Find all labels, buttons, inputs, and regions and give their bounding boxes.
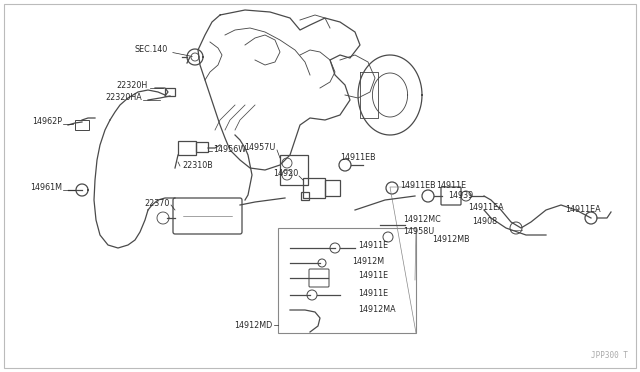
Bar xyxy=(75,120,89,130)
Text: 14911E: 14911E xyxy=(358,289,388,298)
Text: 14911E: 14911E xyxy=(358,241,388,250)
Text: 14911EA: 14911EA xyxy=(565,205,600,215)
Text: 14961M: 14961M xyxy=(30,183,62,192)
Text: 14912MD: 14912MD xyxy=(234,321,272,330)
Text: 14911EB: 14911EB xyxy=(400,180,436,189)
Text: 14911EA: 14911EA xyxy=(468,202,504,212)
Text: 14908: 14908 xyxy=(472,218,497,227)
Bar xyxy=(303,178,325,198)
Text: 14920: 14920 xyxy=(273,170,298,179)
Text: 14912MA: 14912MA xyxy=(358,305,396,314)
Text: 14957U: 14957U xyxy=(244,144,276,153)
Bar xyxy=(325,180,340,196)
Text: 22310B: 22310B xyxy=(182,160,212,170)
Text: 14962P: 14962P xyxy=(32,118,62,126)
Text: 22370: 22370 xyxy=(145,199,170,208)
Text: JPP300 T: JPP300 T xyxy=(591,350,628,359)
Text: 14912MB: 14912MB xyxy=(432,235,470,244)
Text: 14912M: 14912M xyxy=(352,257,384,266)
Text: 14956W: 14956W xyxy=(213,145,246,154)
Text: SEC.140: SEC.140 xyxy=(135,45,168,55)
Bar xyxy=(196,142,208,152)
Text: 22320HA: 22320HA xyxy=(105,93,142,103)
Bar xyxy=(178,141,196,155)
Text: 14958U: 14958U xyxy=(403,228,435,237)
Bar xyxy=(301,192,309,200)
Text: 14939: 14939 xyxy=(448,192,473,201)
Text: 14911E: 14911E xyxy=(436,180,466,189)
Text: 22320H: 22320H xyxy=(116,81,148,90)
Bar xyxy=(165,88,175,96)
Text: 14911EB: 14911EB xyxy=(340,154,376,163)
Bar xyxy=(278,228,416,333)
Text: 14912MC: 14912MC xyxy=(403,215,441,224)
Bar xyxy=(280,155,308,185)
Text: 14911E: 14911E xyxy=(358,272,388,280)
